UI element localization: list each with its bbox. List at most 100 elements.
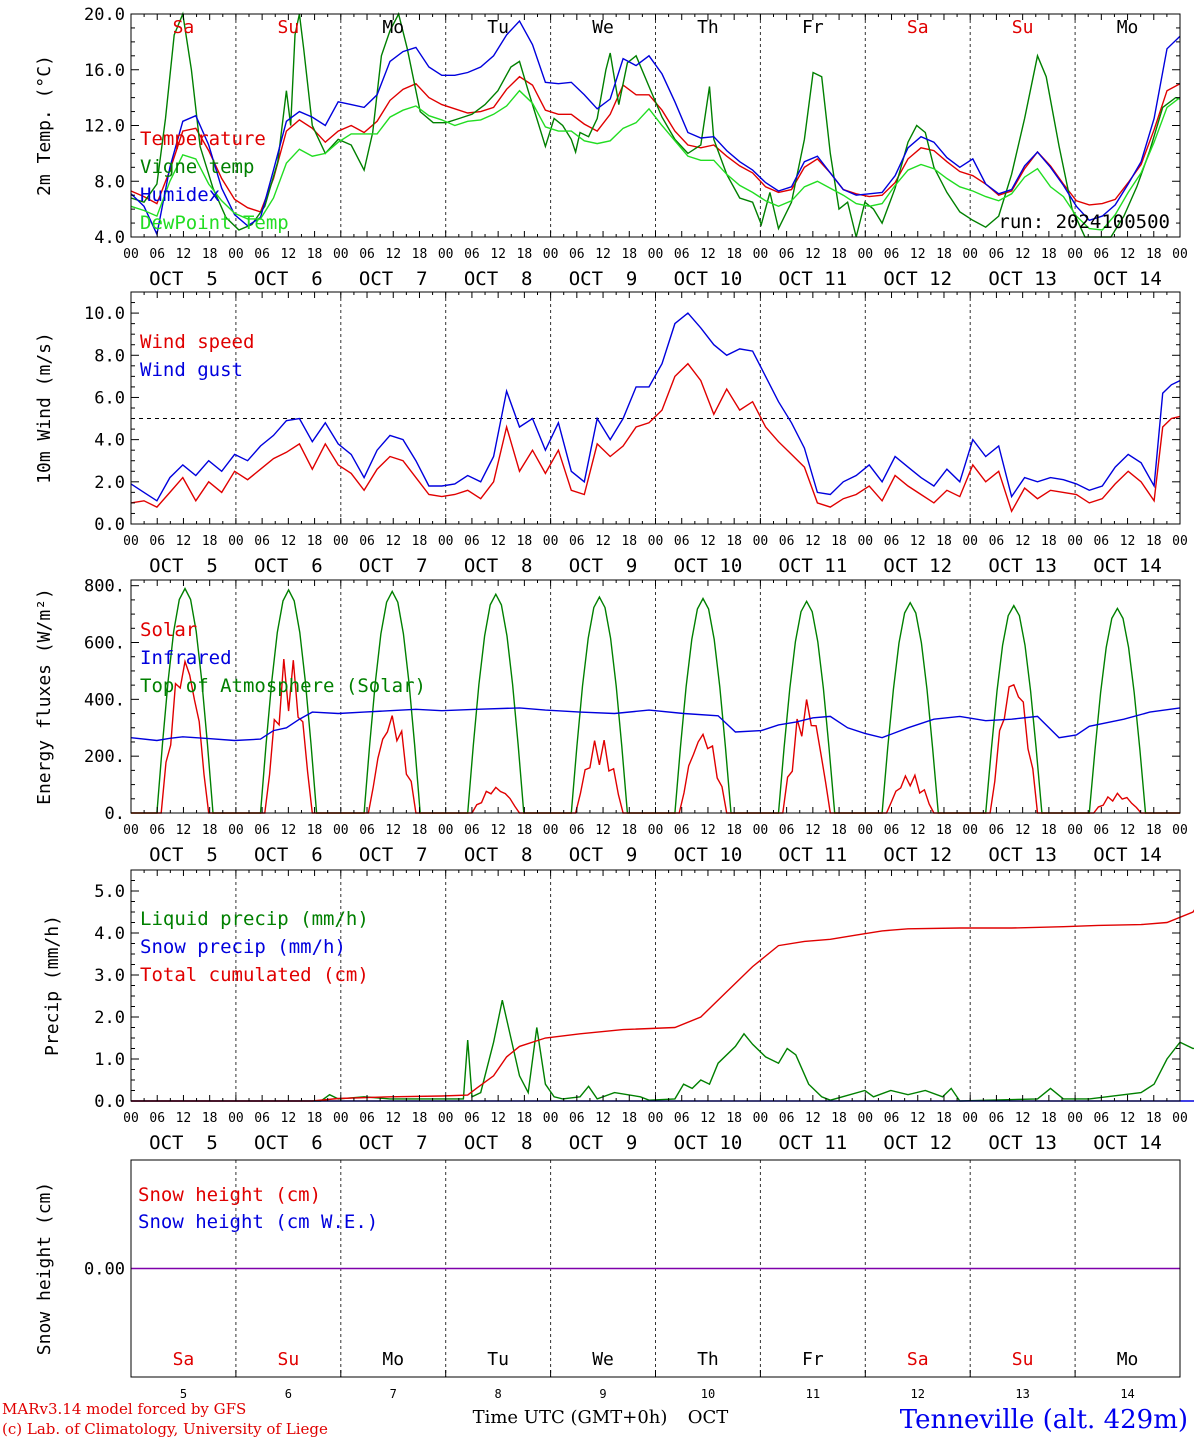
y-tick-label: 800. bbox=[84, 577, 125, 597]
hour-tick-label: 12 bbox=[805, 534, 821, 549]
series-line-1 bbox=[130, 312, 1181, 502]
date-label: OCT 9 bbox=[569, 555, 638, 577]
date-label: OCT 5 bbox=[149, 844, 218, 866]
hour-tick-label: 00 bbox=[333, 823, 349, 838]
day-number-label: 8 bbox=[495, 1387, 502, 1401]
hour-tick-label: 12 bbox=[805, 247, 821, 262]
date-label: OCT 14 bbox=[1093, 1132, 1162, 1154]
hour-tick-label: 18 bbox=[202, 823, 218, 838]
y-tick-label: 200. bbox=[84, 747, 125, 767]
hour-tick-label: 06 bbox=[359, 247, 375, 262]
series-line-0 bbox=[130, 75, 1181, 213]
hour-tick-label: 06 bbox=[884, 1111, 900, 1126]
date-label: OCT 6 bbox=[254, 555, 323, 577]
date-label: OCT 8 bbox=[464, 1132, 533, 1154]
legend-entry: Top of Atmosphere (Solar) bbox=[140, 675, 426, 697]
hour-tick-label: 00 bbox=[857, 823, 873, 838]
hour-tick-label: 12 bbox=[805, 1111, 821, 1126]
hour-tick-label: 12 bbox=[910, 823, 926, 838]
day-of-week-label: Mo bbox=[1117, 17, 1139, 38]
hour-tick-label: 12 bbox=[385, 1111, 401, 1126]
hour-tick-label: 12 bbox=[910, 534, 926, 549]
hour-tick-label: 06 bbox=[464, 1111, 480, 1126]
y-tick-label: 4.0 bbox=[94, 431, 125, 451]
hour-tick-label: 18 bbox=[726, 247, 742, 262]
hour-tick-label: 06 bbox=[359, 534, 375, 549]
date-label: OCT 9 bbox=[569, 1132, 638, 1154]
hour-tick-label: 18 bbox=[517, 534, 533, 549]
y-tick-label: 3.0 bbox=[94, 966, 125, 986]
hour-tick-label: 00 bbox=[228, 534, 244, 549]
hour-tick-label: 06 bbox=[254, 1111, 270, 1126]
hour-tick-label: 12 bbox=[1120, 1111, 1136, 1126]
hour-tick-label: 06 bbox=[569, 247, 585, 262]
date-label: OCT 8 bbox=[464, 844, 533, 866]
hour-tick-label: 12 bbox=[281, 534, 297, 549]
y-tick-label: 1.0 bbox=[94, 1050, 125, 1070]
hour-tick-label: 18 bbox=[936, 1111, 952, 1126]
hour-tick-label: 00 bbox=[123, 1111, 139, 1126]
y-tick-label: 0.0 bbox=[94, 515, 125, 535]
hour-tick-label: 18 bbox=[936, 247, 952, 262]
hour-tick-label: 18 bbox=[412, 534, 428, 549]
hour-tick-label: 06 bbox=[254, 823, 270, 838]
hour-tick-label: 00 bbox=[753, 247, 769, 262]
hour-tick-label: 12 bbox=[490, 823, 506, 838]
day-of-week-label: Mo bbox=[1117, 1349, 1139, 1370]
hour-tick-label: 18 bbox=[621, 247, 637, 262]
day-of-week-label: Su bbox=[1012, 1349, 1034, 1370]
hour-tick-label: 00 bbox=[857, 247, 873, 262]
hour-tick-label: 06 bbox=[149, 534, 165, 549]
date-label: OCT 6 bbox=[254, 268, 323, 290]
series-line-0 bbox=[130, 362, 1181, 514]
date-label: OCT 5 bbox=[149, 1132, 218, 1154]
date-label: OCT 12 bbox=[883, 844, 952, 866]
hour-tick-label: 18 bbox=[831, 823, 847, 838]
day-of-week-label: Mo bbox=[382, 17, 404, 38]
day-of-week-label: Fr bbox=[802, 1349, 824, 1370]
y-tick-label: 16.0 bbox=[84, 61, 125, 81]
hour-tick-label: 12 bbox=[700, 823, 716, 838]
y-tick-label: 600. bbox=[84, 634, 125, 654]
hour-tick-label: 12 bbox=[1015, 534, 1031, 549]
date-label: OCT 11 bbox=[779, 268, 848, 290]
hour-tick-label: 00 bbox=[228, 823, 244, 838]
hour-tick-label: 00 bbox=[1172, 1111, 1188, 1126]
hour-tick-label: 06 bbox=[569, 534, 585, 549]
hour-tick-label: 12 bbox=[595, 1111, 611, 1126]
hour-tick-label: 00 bbox=[543, 247, 559, 262]
hour-tick-label: 18 bbox=[621, 823, 637, 838]
hour-tick-label: 06 bbox=[1093, 534, 1109, 549]
hour-tick-label: 18 bbox=[1041, 247, 1057, 262]
series-line-1 bbox=[130, 11, 1181, 238]
hour-tick-label: 12 bbox=[595, 823, 611, 838]
hour-tick-label: 18 bbox=[412, 247, 428, 262]
date-label: OCT 13 bbox=[988, 844, 1057, 866]
y-tick-label: 8.0 bbox=[94, 172, 125, 192]
hour-tick-label: 18 bbox=[412, 1111, 428, 1126]
hour-tick-label: 06 bbox=[884, 534, 900, 549]
day-of-week-label: Fr bbox=[802, 17, 824, 38]
day-number-label: 5 bbox=[180, 1387, 187, 1401]
day-number-label: 7 bbox=[390, 1387, 397, 1401]
hour-tick-label: 12 bbox=[700, 534, 716, 549]
hour-tick-label: 00 bbox=[1067, 247, 1083, 262]
text-layer: 00 06 12 18 00 06 12 18 00 06 12 18 00 06 12 18 00 06 12 18… bbox=[34, 5, 1188, 1401]
date-label: OCT 5 bbox=[149, 555, 218, 577]
y-tick-label: 5.0 bbox=[94, 882, 125, 902]
hour-tick-label: 12 bbox=[385, 823, 401, 838]
y-tick-label: 4.0 bbox=[94, 228, 125, 248]
hour-tick-label: 00 bbox=[1172, 247, 1188, 262]
hour-tick-label: 00 bbox=[228, 1111, 244, 1126]
day-of-week-label: Th bbox=[697, 17, 719, 38]
hour-tick-label: 18 bbox=[936, 534, 952, 549]
hour-tick-label: 12 bbox=[700, 1111, 716, 1126]
day-number-label: 11 bbox=[806, 1387, 820, 1401]
hour-tick-label: 18 bbox=[202, 247, 218, 262]
hour-tick-label: 06 bbox=[989, 534, 1005, 549]
legend-entry: Liquid precip (mm/h) bbox=[140, 908, 369, 930]
hour-tick-label: 00 bbox=[962, 823, 978, 838]
day-of-week-label: Mo bbox=[382, 1349, 404, 1370]
day-of-week-label: Sa bbox=[907, 1349, 929, 1370]
hour-tick-label: 00 bbox=[857, 1111, 873, 1126]
